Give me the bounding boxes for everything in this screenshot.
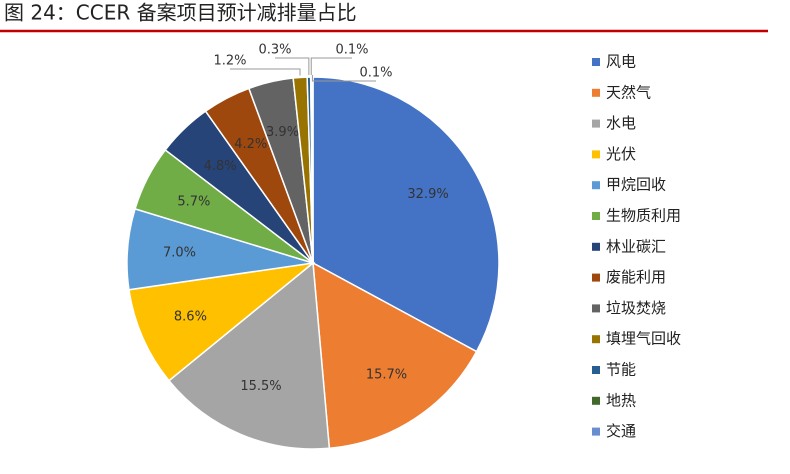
- data-label: 0.1%: [335, 43, 368, 58]
- legend-swatch: [592, 181, 600, 190]
- legend-swatch: [592, 212, 600, 220]
- legend-swatch: [592, 88, 600, 97]
- data-label: 5.7%: [177, 194, 210, 209]
- legend-swatch: [592, 119, 600, 128]
- legend-swatch: [592, 58, 600, 66]
- chart-title: 图 24：CCER 备案项目预计减排量占比: [4, 1, 357, 25]
- legend-label: 天然气: [606, 83, 651, 101]
- data-label: 7.0%: [163, 245, 196, 260]
- legend-swatch: [592, 366, 600, 374]
- data-label: 1.2%: [213, 54, 246, 69]
- data-label: 4.8%: [204, 159, 237, 174]
- legend-swatch: [592, 335, 600, 344]
- leader-line: [311, 75, 376, 82]
- data-label: 3.9%: [266, 125, 299, 140]
- legend-label: 甲烷回收: [606, 176, 666, 194]
- data-label: 0.3%: [258, 43, 291, 58]
- data-label: 32.9%: [407, 187, 448, 202]
- legend-swatch: [592, 396, 600, 405]
- legend-label: 地热: [606, 391, 636, 409]
- legend-label: 节能: [606, 361, 636, 379]
- legend-label: 林业碳汇: [606, 237, 666, 255]
- pie-slice: [167, 261, 331, 450]
- legend-label: 水电: [606, 114, 636, 132]
- legend-swatch: [592, 150, 600, 159]
- pie-slice: [312, 261, 478, 450]
- data-label: 8.6%: [174, 309, 207, 324]
- legend-label: 废能利用: [606, 268, 666, 286]
- legend-label: 光伏: [606, 145, 636, 163]
- data-label: 4.2%: [234, 137, 267, 152]
- data-label: 0.1%: [359, 66, 392, 81]
- leader-line: [230, 68, 301, 76]
- pie-slice: [128, 261, 316, 382]
- pie-slice: [312, 76, 500, 353]
- legend-swatch: [592, 273, 600, 282]
- legend-label: 填埋气回收: [606, 330, 681, 348]
- legend-label: 交通: [606, 422, 636, 440]
- legend-label: 垃圾焚烧: [606, 299, 666, 317]
- leader-line: [310, 57, 352, 76]
- legend-label: 风电: [606, 53, 636, 71]
- leader-line: [275, 57, 310, 76]
- legend-swatch: [592, 427, 600, 436]
- legend-swatch: [592, 242, 600, 251]
- legend-label: 生物质利用: [606, 207, 681, 225]
- data-label: 15.7%: [366, 367, 407, 382]
- data-label: 15.5%: [240, 379, 281, 394]
- legend-swatch: [592, 304, 600, 313]
